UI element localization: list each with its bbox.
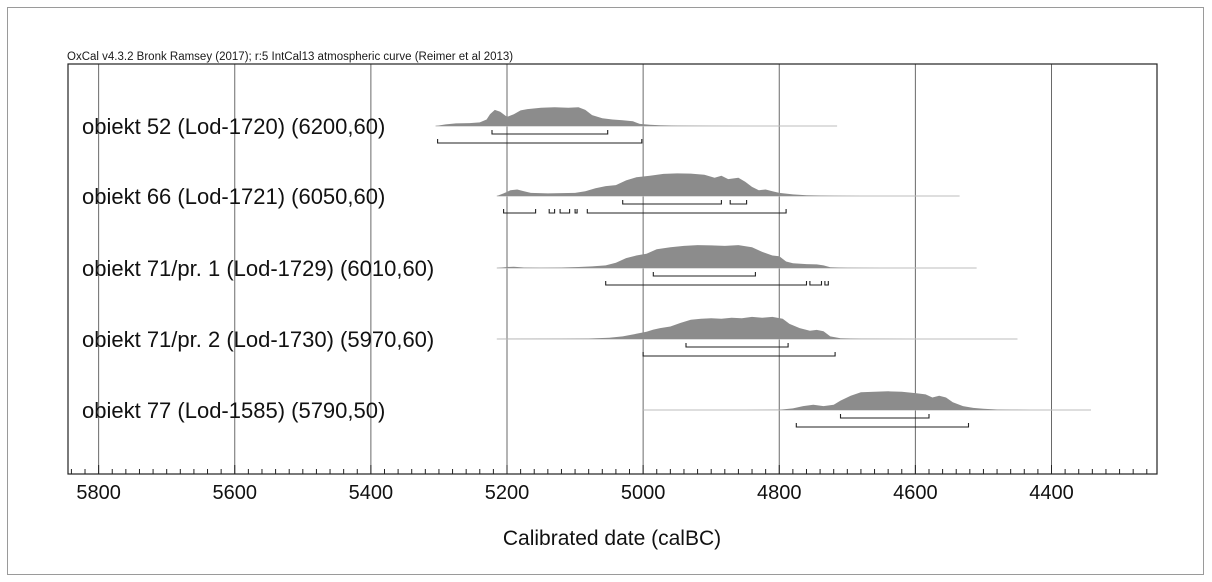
range-68-bracket xyxy=(491,130,609,135)
series-label: obiekt 71/pr. 1 (Lod-1729) (6010,60) xyxy=(82,256,434,281)
range-95-bracket xyxy=(559,209,571,214)
range-95-bracket xyxy=(548,209,556,214)
probability-distribution xyxy=(435,107,838,126)
range-95-bracket xyxy=(437,139,643,144)
grid-lines xyxy=(98,64,1053,474)
series-1: obiekt 52 (Lod-1720) (6200,60) xyxy=(82,107,838,144)
series-label: obiekt 66 (Lod-1721) (6050,60) xyxy=(82,184,385,209)
range-95-bracket xyxy=(642,352,836,357)
plot-area-border xyxy=(67,63,1158,475)
range-95-bracket xyxy=(809,281,823,286)
series-label: obiekt 52 (Lod-1720) (6200,60) xyxy=(82,114,385,139)
tick-label-4800: 4800 xyxy=(757,482,802,504)
series-3: obiekt 71/pr. 1 (Lod-1729) (6010,60) xyxy=(82,245,977,286)
range-95-bracket xyxy=(795,423,970,428)
probability-distribution xyxy=(496,245,977,268)
range-95-bracket xyxy=(586,209,787,214)
tick-label-5800: 5800 xyxy=(76,482,121,504)
series-group: obiekt 52 (Lod-1720) (6200,60) obiekt 66 … xyxy=(82,107,1091,428)
range-68-bracket xyxy=(839,414,930,419)
range-95-bracket xyxy=(574,209,578,214)
tick-label-4600: 4600 xyxy=(893,482,938,504)
series-label: obiekt 71/pr. 2 (Lod-1730) (5970,60) xyxy=(82,327,434,352)
software-credit: OxCal v4.3.2 Bronk Ramsey (2017); r:5 In… xyxy=(67,51,513,63)
probability-distribution xyxy=(745,391,1091,410)
tick-label-5200: 5200 xyxy=(485,482,530,504)
series-label: obiekt 77 (Lod-1585) (5790,50) xyxy=(82,398,385,423)
range-95-bracket xyxy=(824,281,829,286)
series-5: obiekt 77 (Lod-1585) (5790,50) xyxy=(82,391,1091,428)
range-68-bracket xyxy=(652,272,756,277)
tick-label-5600: 5600 xyxy=(213,482,258,504)
x-axis-label: Calibrated date (calBC) xyxy=(503,527,721,550)
series-4: obiekt 71/pr. 2 (Lod-1730) (5970,60) xyxy=(82,316,1018,357)
range-95-bracket xyxy=(605,281,808,286)
probability-distribution xyxy=(496,316,1018,339)
range-68-bracket xyxy=(685,343,789,348)
tick-label-5400: 5400 xyxy=(349,482,394,504)
range-95-bracket xyxy=(503,209,537,214)
tick-label-5000: 5000 xyxy=(621,482,666,504)
series-2: obiekt 66 (Lod-1721) (6050,60) xyxy=(82,173,960,214)
tick-label-4400: 4400 xyxy=(1029,482,1074,504)
figure-frame xyxy=(7,7,1204,575)
range-68-bracket xyxy=(729,200,748,205)
range-68-bracket xyxy=(622,200,722,205)
x-axis-ticks: 5800 5600 5400 5200 5000 4800 4600 4400 xyxy=(70,465,1148,504)
probability-distribution xyxy=(496,173,960,196)
